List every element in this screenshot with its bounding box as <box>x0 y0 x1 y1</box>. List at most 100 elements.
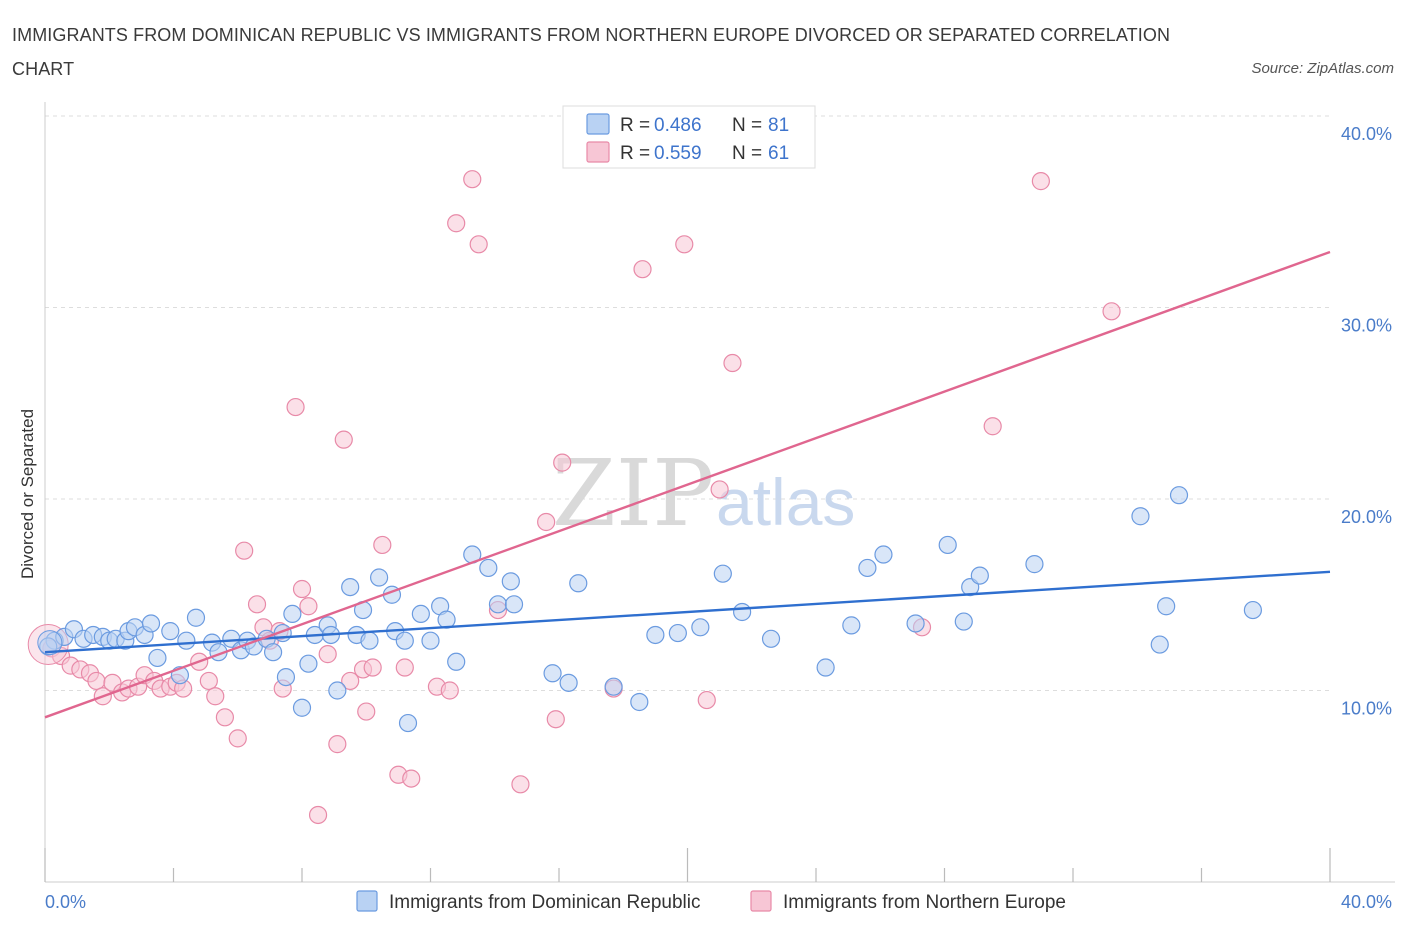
point-northern-europe <box>723 353 742 373</box>
point-dominican-republic <box>1131 507 1150 526</box>
bottom-legend-swatch-blue <box>356 890 378 912</box>
watermark-zip: ZIP <box>552 440 714 547</box>
point-northern-europe <box>553 453 572 472</box>
point-dominican-republic <box>1243 600 1263 620</box>
y-tick-label: 20.0% <box>1341 507 1392 527</box>
bottom-legend-swatch-pink <box>750 890 772 912</box>
point-dominican-republic <box>646 625 665 645</box>
point-dominican-republic <box>970 566 989 585</box>
point-dominican-republic <box>421 631 440 650</box>
point-northern-europe <box>235 541 254 560</box>
point-dominican-republic <box>488 595 508 614</box>
point-dominican-republic <box>733 602 752 622</box>
point-dominican-republic <box>370 568 389 587</box>
point-dominican-republic <box>299 654 318 673</box>
point-dominican-republic <box>543 664 562 683</box>
point-northern-europe <box>511 775 530 794</box>
legend-swatch-pink <box>586 141 610 163</box>
point-northern-europe <box>440 681 459 700</box>
point-dominican-republic <box>411 604 430 624</box>
point-northern-europe <box>395 658 414 677</box>
point-dominican-republic <box>761 629 781 648</box>
point-dominican-republic <box>630 692 649 712</box>
trend-line-northern-europe <box>44 250 1331 719</box>
x-tick-labels: 0.0% 40.0% <box>45 892 1392 912</box>
legend-n-label-blue: N = <box>732 115 762 136</box>
point-northern-europe <box>228 729 247 748</box>
grid-lines <box>45 115 1330 691</box>
point-northern-europe <box>215 708 234 727</box>
point-northern-europe <box>1102 302 1121 321</box>
point-dominican-republic <box>341 577 360 597</box>
point-northern-europe <box>373 535 392 555</box>
point-dominican-republic <box>328 681 347 700</box>
point-northern-europe <box>675 235 694 254</box>
watermark-atlas: atlas <box>716 465 855 539</box>
point-dominican-republic <box>1025 555 1044 574</box>
point-northern-europe <box>537 512 556 532</box>
point-dominican-republic <box>177 631 196 650</box>
point-northern-europe <box>1031 172 1050 191</box>
y-axis-title: Divorced or Separated <box>18 409 37 579</box>
point-northern-europe <box>363 658 382 677</box>
point-northern-europe <box>292 579 312 599</box>
axes <box>44 102 1395 883</box>
point-dominican-republic <box>559 673 578 692</box>
legend-r-value-blue: 0.486 <box>654 115 702 136</box>
x-tick-label-min: 0.0% <box>45 892 86 912</box>
point-dominican-republic <box>263 643 283 662</box>
trend-lines <box>44 250 1331 719</box>
point-dominican-republic <box>504 595 524 614</box>
correlation-legend: R = 0.486 N = 81 R = 0.559 N = 61 <box>562 105 816 169</box>
legend-r-label-blue: R = <box>620 115 650 136</box>
point-northern-europe <box>334 430 353 449</box>
point-dominican-republic <box>858 558 877 578</box>
point-dominican-republic <box>276 667 296 687</box>
point-northern-europe <box>447 214 466 233</box>
point-northern-europe <box>357 702 376 721</box>
point-northern-europe <box>308 805 328 825</box>
point-dominican-republic <box>360 631 379 650</box>
point-dominican-republic <box>501 572 520 591</box>
point-dominican-republic <box>569 574 588 593</box>
legend-swatch-blue <box>586 113 610 135</box>
point-northern-europe <box>87 671 106 691</box>
legend-n-value-blue: 81 <box>768 115 789 136</box>
point-dominican-republic-cluster <box>37 630 63 656</box>
point-dominican-republic <box>691 618 710 637</box>
y-tick-label: 30.0% <box>1341 316 1392 336</box>
point-northern-europe <box>341 671 360 691</box>
legend-n-label-pink: N = <box>732 143 762 164</box>
point-dominican-republic <box>954 612 973 631</box>
trend-line-dominican-republic <box>44 570 1331 654</box>
y-tick-labels: 10.0% 20.0% 30.0% 40.0% <box>1341 124 1392 719</box>
y-tick-label: 10.0% <box>1341 699 1392 719</box>
point-northern-europe <box>328 735 347 754</box>
point-northern-europe <box>299 597 318 616</box>
point-northern-europe <box>633 260 652 279</box>
legend-r-label-pink: R = <box>620 143 650 164</box>
point-dominican-republic <box>874 545 893 564</box>
point-northern-europe <box>469 235 488 254</box>
point-dominican-republic <box>398 713 418 733</box>
legend-n-value-pink: 61 <box>768 143 789 164</box>
source-note: Source: ZipAtlas.com <box>1251 60 1394 77</box>
point-dominican-republic <box>938 535 957 555</box>
point-northern-europe <box>206 687 225 706</box>
bottom-legend-label-northern-europe: Immigrants from Northern Europe <box>783 892 1066 913</box>
point-northern-europe <box>402 769 421 788</box>
point-northern-europe <box>983 417 1002 436</box>
point-dominican-republic <box>292 698 312 717</box>
point-northern-europe <box>697 690 716 710</box>
point-dominican-republic <box>816 658 835 677</box>
point-dominican-republic <box>283 604 302 624</box>
point-dominican-republic <box>906 614 925 633</box>
y-tick-label: 40.0% <box>1341 124 1392 144</box>
bottom-legend-label-dominican: Immigrants from Dominican Republic <box>389 892 701 913</box>
point-dominican-republic <box>1157 597 1176 616</box>
point-northern-europe <box>247 595 267 614</box>
point-dominican-republic <box>1150 635 1169 654</box>
point-northern-europe <box>710 480 729 499</box>
point-dominican-republic <box>395 631 414 650</box>
